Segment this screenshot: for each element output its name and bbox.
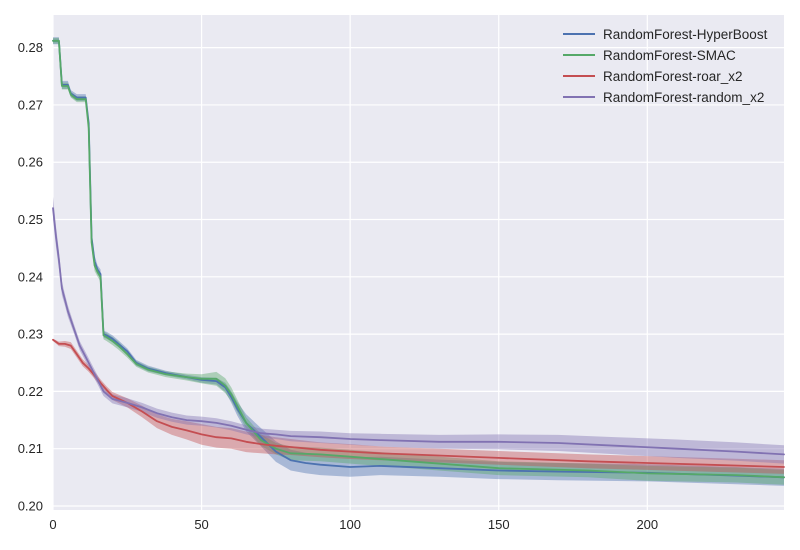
line-randomforest-hyperboost [52, 39, 785, 479]
y-axis-ticks: 0.20 0.21 0.22 0.23 0.24 0.25 0.26 0.27 0.28 [18, 40, 43, 513]
y-tick-label: 0.25 [18, 212, 43, 227]
grid-lines [52, 15, 784, 510]
x-tick-label: 100 [339, 517, 361, 532]
y-tick-label: 0.21 [18, 441, 43, 456]
x-axis-ticks: 0 50 100 150 200 [49, 517, 658, 532]
y-tick-label: 0.26 [18, 155, 43, 170]
legend-label-randomforest-random-x2: RandomForest-random_x2 [603, 90, 764, 105]
legend-label-randomforest-hyperboost: RandomForest-HyperBoost [603, 27, 768, 42]
y-tick-label: 0.23 [18, 327, 43, 342]
x-tick-label: 0 [49, 517, 56, 532]
series-lines [52, 39, 785, 479]
y-tick-label: 0.27 [18, 97, 43, 112]
y-tick-label: 0.24 [18, 269, 43, 284]
x-tick-label: 50 [194, 517, 208, 532]
legend-label-randomforest-smac: RandomForest-SMAC [603, 48, 736, 63]
line-randomforest-roar-x2 [52, 338, 785, 468]
y-tick-label: 0.28 [18, 40, 43, 55]
legend-label-randomforest-roar-x2: RandomForest-roar_x2 [603, 69, 743, 84]
line-randomforest-random-x2 [52, 207, 785, 456]
x-tick-label: 200 [636, 517, 658, 532]
x-tick-label: 150 [488, 517, 510, 532]
legend: RandomForest-HyperBoost RandomForest-SMAC… [563, 27, 768, 105]
y-tick-label: 0.22 [18, 384, 43, 399]
line-randomforest-smac [52, 39, 785, 479]
y-tick-label: 0.20 [18, 498, 43, 513]
